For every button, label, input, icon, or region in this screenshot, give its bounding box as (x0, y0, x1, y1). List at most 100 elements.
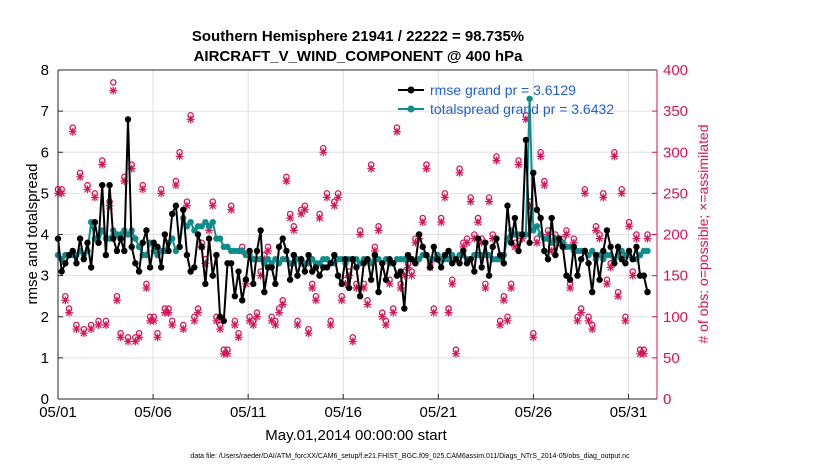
rmse-point (231, 292, 239, 300)
rmse-point (375, 288, 382, 296)
assimilated-obs-marker (499, 296, 508, 305)
rmse-point (132, 260, 139, 267)
rmse-point (342, 255, 349, 263)
x-tick-label: 05/01 (39, 404, 77, 421)
assimilated-obs-marker (540, 181, 549, 190)
rmse-point (423, 251, 430, 259)
rmse-point (323, 264, 331, 271)
totalspread-point (264, 255, 272, 263)
y-tick-label: 6 (41, 144, 49, 161)
assimilated-obs-marker (334, 193, 342, 202)
totalspread-point (132, 235, 139, 242)
rmse-point (485, 272, 493, 279)
rmse-point (65, 251, 73, 259)
rmse-point (334, 272, 342, 279)
assimilated-obs-marker (68, 127, 77, 136)
rmse-point (434, 255, 441, 263)
rmse-point (87, 264, 95, 271)
assimilated-obs-marker (312, 296, 320, 305)
rmse-point (331, 251, 338, 259)
totalspread-point (135, 243, 143, 251)
rmse-point (58, 268, 65, 275)
assimilated-obs-marker (227, 205, 236, 214)
rmse-point (283, 247, 290, 255)
rmse-point (474, 235, 482, 242)
rmse-point (644, 288, 651, 296)
right-y-tick-label: 50 (663, 350, 680, 367)
rmse-point (530, 169, 537, 177)
rmse-point (548, 214, 555, 222)
rmse-point (235, 268, 242, 275)
assimilated-obs-marker (131, 337, 140, 346)
rmse-point (180, 206, 187, 214)
rmse-point (382, 276, 390, 283)
x-tick-label: 05/11 (230, 404, 266, 421)
rmse-point (157, 264, 165, 271)
assimilated-obs-marker (507, 284, 516, 292)
assimilated-obs-marker (175, 152, 184, 161)
assimilated-obs-marker (275, 308, 283, 317)
y-tick-label: 0 (41, 391, 49, 408)
assimilated-obs-marker (326, 321, 335, 329)
assimilated-obs-marker (573, 316, 582, 325)
rmse-point (629, 255, 636, 263)
right-y-tick-label: 200 (663, 227, 688, 244)
totalspread-point (205, 223, 213, 230)
rmse-point (577, 255, 585, 263)
rmse-point (611, 260, 618, 267)
assimilated-obs-marker (614, 292, 622, 301)
rmse-point (500, 260, 508, 267)
assimilated-obs-marker (315, 214, 324, 222)
assimilated-obs-marker (208, 201, 217, 210)
assimilated-obs-marker (76, 173, 85, 181)
rmse-point (555, 235, 563, 242)
assimilated-obs-marker (57, 189, 66, 198)
rmse-point (614, 243, 622, 251)
rmse-point (504, 202, 511, 209)
rmse-point (507, 239, 515, 246)
right-y-tick-label: 250 (663, 185, 688, 202)
y-axis-label: rmse and totalspread (24, 164, 41, 305)
assimilated-obs-marker (337, 296, 346, 305)
assimilated-obs-marker (599, 193, 608, 202)
assimilated-obs-marker (610, 152, 619, 161)
legend: rmse grand pr = 3.6129 totalspread grand… (398, 82, 614, 117)
assimilated-obs-marker (533, 238, 541, 247)
assimilated-obs-marker (101, 321, 110, 329)
y-tick-label: 8 (41, 62, 49, 79)
assimilated-obs-marker (138, 185, 147, 194)
rmse-point (268, 264, 275, 271)
assimilated-obs-marker (429, 308, 438, 317)
rmse-point (261, 288, 268, 296)
rmse-point (364, 255, 371, 263)
rmse-point (176, 243, 183, 251)
assimilated-obs-marker (278, 300, 287, 309)
rmse-point (496, 251, 504, 259)
rmse-point (397, 268, 404, 275)
rmse-point (426, 264, 434, 271)
assimilated-obs-marker (444, 308, 453, 317)
assimilated-obs-marker (448, 279, 457, 288)
rmse-point (393, 272, 401, 279)
rmse-point (117, 235, 124, 242)
rmse-point (165, 247, 172, 255)
rmse-point (622, 260, 629, 267)
assimilated-obs-marker (628, 271, 637, 280)
assimilated-obs-marker (87, 325, 96, 333)
rmse-point (356, 292, 364, 300)
assimilated-obs-marker (440, 193, 449, 202)
legend-rmse-label: rmse grand pr = 3.6129 (430, 82, 576, 98)
rmse-point (301, 268, 309, 275)
rmse-point (482, 239, 489, 246)
totalspread-point (415, 255, 423, 263)
assimilated-obs-marker (452, 349, 460, 358)
right-y-tick-label: 150 (663, 268, 688, 285)
rmse-point (183, 251, 191, 259)
rmse-point (154, 243, 161, 251)
assimilated-obs-marker (323, 193, 331, 202)
right-y-tick-label: 350 (663, 103, 688, 120)
assimilated-obs-marker (98, 160, 107, 169)
rmse-point (227, 260, 235, 267)
rmse-point (452, 255, 460, 263)
assimilated-obs-marker (230, 321, 239, 329)
